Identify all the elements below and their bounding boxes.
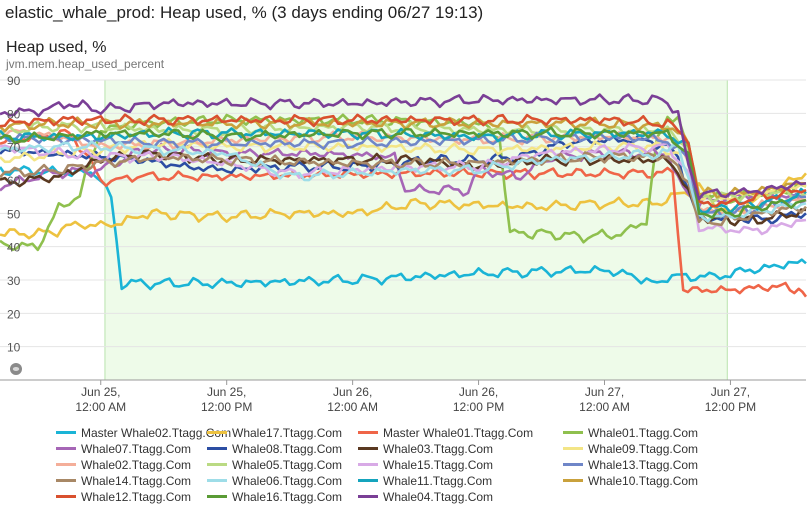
legend-label: Whale04.Ttagg.Com: [383, 490, 494, 504]
legend-label: Whale12.Ttagg.Com: [81, 490, 192, 504]
legend-item[interactable]: Whale13.Ttagg.Com: [563, 458, 698, 474]
legend-swatch: [358, 495, 378, 499]
legend-swatch: [56, 479, 76, 483]
legend-item[interactable]: Whale07.Ttagg.Com: [56, 442, 191, 458]
x-tick-label: Jun 26,: [333, 385, 372, 399]
y-tick-label: 20: [7, 307, 21, 321]
legend-swatch: [56, 431, 76, 435]
legend-label: Whale09.Ttagg.Com: [588, 442, 699, 456]
y-tick-label: 10: [7, 341, 21, 355]
series-line[interactable]: [0, 126, 807, 219]
x-tick-label: 12:00 PM: [705, 400, 756, 414]
legend-label: Master Whale02.Ttagg.Com: [81, 426, 232, 440]
legend-label: Master Whale01.Ttagg.Com: [383, 426, 534, 440]
y-tick-label: 30: [7, 274, 21, 288]
legend-label: Whale15.Ttagg.Com: [383, 458, 494, 472]
legend-item[interactable]: Whale05.Ttagg.Com: [207, 458, 342, 474]
legend-label: Whale08.Ttagg.Com: [232, 442, 343, 456]
legend-item[interactable]: Whale12.Ttagg.Com: [56, 490, 191, 506]
legend-item[interactable]: Whale03.Ttagg.Com: [358, 442, 493, 458]
legend-item[interactable]: Whale02.Ttagg.Com: [56, 458, 191, 474]
x-tick-label: 12:00 AM: [75, 400, 126, 414]
legend-swatch: [358, 479, 378, 483]
legend-swatch: [207, 495, 227, 499]
y-tick-label: 60: [7, 174, 21, 188]
legend-label: Whale01.Ttagg.Com: [588, 426, 699, 440]
legend-swatch: [207, 447, 227, 451]
y-tick-label: 90: [7, 74, 21, 88]
x-tick-label: 12:00 PM: [453, 400, 504, 414]
legend-swatch: [563, 479, 583, 483]
x-tick-label: Jun 27,: [711, 385, 750, 399]
series-line[interactable]: [0, 140, 807, 223]
legend-swatch: [56, 463, 76, 467]
legend-label: Whale10.Ttagg.Com: [588, 474, 699, 488]
legend-swatch: [563, 447, 583, 451]
legend-swatch: [207, 479, 227, 483]
legend-swatch: [207, 463, 227, 467]
chart-title: Heap used, %: [6, 39, 107, 56]
highlight-region: [104, 80, 728, 380]
legend-label: Whale11.Ttagg.Com: [383, 474, 493, 488]
zoom-reset-icon-inner: [12, 367, 20, 371]
legend-label: Whale14.Ttagg.Com: [81, 474, 192, 488]
x-tick-label: Jun 26,: [459, 385, 498, 399]
legend-item[interactable]: Master Whale02.Ttagg.Com: [56, 426, 231, 442]
x-tick-label: Jun 25,: [81, 385, 120, 399]
y-tick-label: 70: [7, 141, 21, 155]
y-tick-label: 80: [7, 107, 21, 121]
x-tick-label: 12:00 AM: [579, 400, 630, 414]
legend-swatch: [563, 463, 583, 467]
legend-item[interactable]: Whale04.Ttagg.Com: [358, 490, 493, 506]
legend-item[interactable]: Whale11.Ttagg.Com: [358, 474, 492, 490]
x-tick-label: Jun 27,: [585, 385, 624, 399]
legend-label: Whale06.Ttagg.Com: [232, 474, 343, 488]
legend-item[interactable]: Whale08.Ttagg.Com: [207, 442, 342, 458]
x-tick-label: 12:00 PM: [201, 400, 252, 414]
legend-swatch: [207, 431, 227, 435]
legend-swatch: [563, 431, 583, 435]
legend-item[interactable]: Whale06.Ttagg.Com: [207, 474, 342, 490]
legend-item[interactable]: Whale09.Ttagg.Com: [563, 442, 698, 458]
legend-label: Whale05.Ttagg.Com: [232, 458, 343, 472]
legend-swatch: [56, 447, 76, 451]
legend-item[interactable]: Master Whale01.Ttagg.Com: [358, 426, 533, 442]
series-line[interactable]: [0, 165, 807, 291]
series-line[interactable]: [0, 93, 807, 201]
series-line[interactable]: [0, 120, 807, 204]
y-tick-label: 40: [7, 241, 21, 255]
series-line[interactable]: [0, 131, 807, 219]
legend-item[interactable]: Whale01.Ttagg.Com: [563, 426, 698, 442]
legend-swatch: [358, 447, 378, 451]
chart-subtitle: jvm.mem.heap_used_percent: [6, 57, 165, 71]
legend-swatch: [358, 431, 378, 435]
y-tick-label: 50: [7, 207, 21, 221]
series-line[interactable]: [0, 151, 807, 227]
window-title: elastic_whale_prod: Heap used, % (3 days…: [5, 3, 484, 22]
legend-label: Whale17.Ttagg.Com: [232, 426, 343, 440]
series-line[interactable]: [0, 137, 807, 202]
legend-label: Whale07.Ttagg.Com: [81, 442, 192, 456]
legend-swatch: [56, 495, 76, 499]
legend-item[interactable]: Whale17.Ttagg.Com: [207, 426, 342, 442]
legend-label: Whale16.Ttagg.Com: [232, 490, 343, 504]
legend-swatch: [358, 463, 378, 467]
legend-label: Whale03.Ttagg.Com: [383, 442, 494, 456]
series-line[interactable]: [0, 113, 807, 208]
legend-item[interactable]: Whale10.Ttagg.Com: [563, 474, 698, 490]
x-tick-label: 12:00 AM: [327, 400, 378, 414]
legend-item[interactable]: Whale16.Ttagg.Com: [207, 490, 342, 506]
legend-item[interactable]: Whale15.Ttagg.Com: [358, 458, 493, 474]
legend-item[interactable]: Whale14.Ttagg.Com: [56, 474, 191, 490]
legend-label: Whale13.Ttagg.Com: [588, 458, 699, 472]
x-tick-label: Jun 25,: [207, 385, 246, 399]
series-line[interactable]: [0, 128, 808, 298]
legend-label: Whale02.Ttagg.Com: [81, 458, 192, 472]
